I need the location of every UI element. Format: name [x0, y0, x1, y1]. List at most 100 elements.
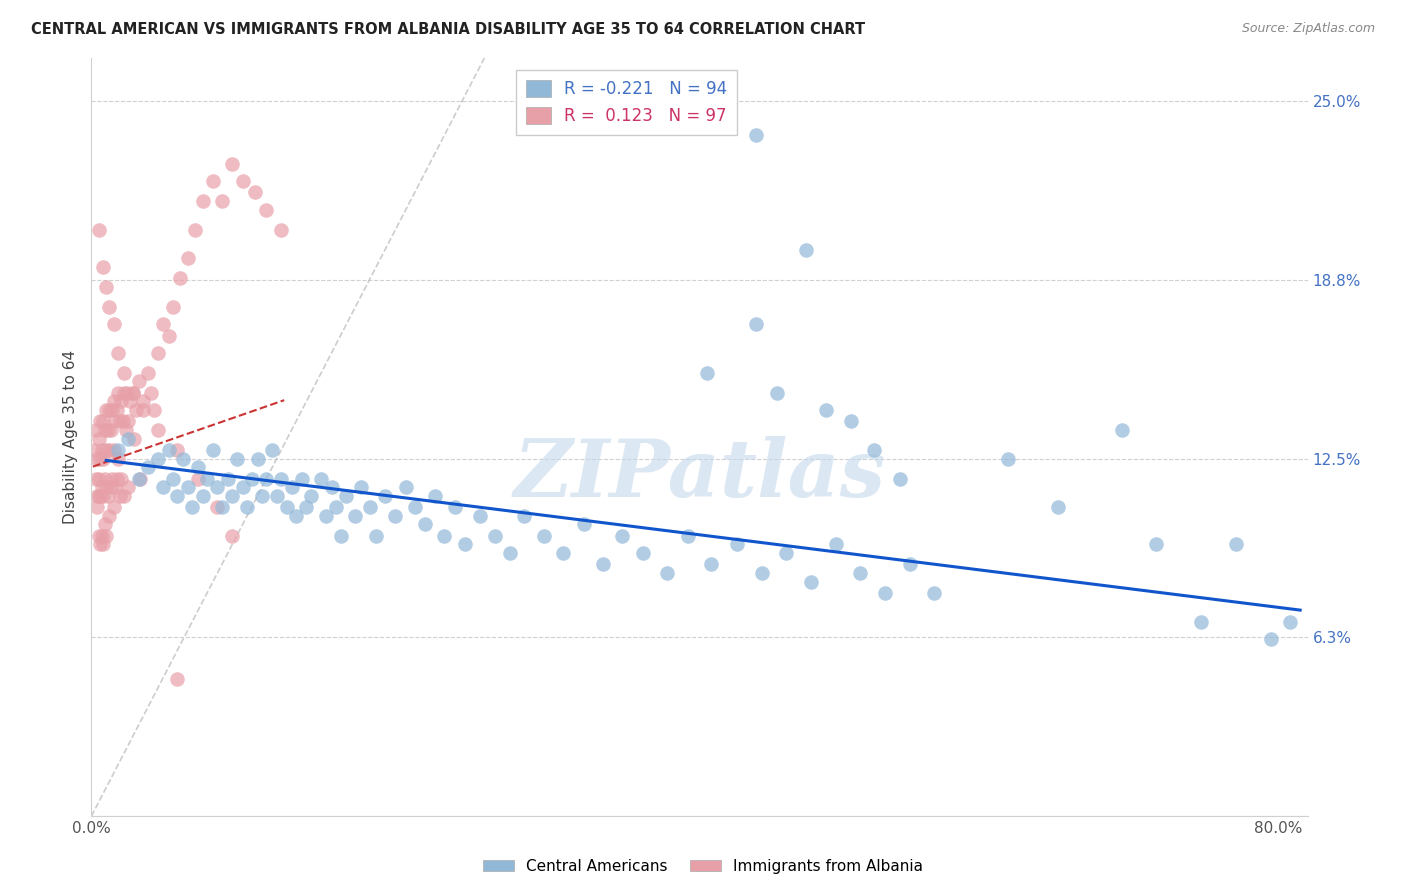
Point — [413, 517, 436, 532]
Point — [117, 414, 139, 428]
Point — [129, 472, 152, 486]
Point — [89, 414, 111, 428]
Point — [96, 280, 118, 294]
Point — [91, 537, 114, 551]
Point — [1111, 423, 1133, 437]
Point — [96, 403, 118, 417]
Point — [132, 403, 155, 417]
Point — [291, 472, 314, 486]
Point — [91, 414, 114, 428]
Point — [108, 489, 131, 503]
Point — [104, 414, 127, 428]
Point — [125, 403, 148, 417]
Point — [100, 480, 122, 494]
Point — [513, 508, 536, 523]
Text: Source: ZipAtlas.com: Source: ZipAtlas.com — [1241, 22, 1375, 36]
Point — [800, 574, 823, 589]
Point — [112, 489, 135, 503]
Point — [814, 403, 837, 417]
Point — [84, 472, 107, 486]
Point — [299, 489, 322, 503]
Point — [191, 489, 214, 503]
Point — [225, 451, 247, 466]
Point — [117, 480, 139, 494]
Point — [87, 489, 110, 503]
Point — [280, 480, 302, 494]
Point — [146, 423, 169, 437]
Point — [181, 500, 204, 515]
Point — [91, 489, 114, 503]
Point — [96, 442, 118, 457]
Point — [101, 403, 124, 417]
Point — [325, 500, 347, 515]
Legend: Central Americans, Immigrants from Albania: Central Americans, Immigrants from Alban… — [477, 853, 929, 880]
Point — [270, 472, 292, 486]
Point — [97, 489, 120, 503]
Point — [93, 517, 115, 532]
Point — [93, 472, 115, 486]
Point — [103, 394, 125, 409]
Point — [374, 489, 396, 503]
Point — [240, 472, 263, 486]
Point — [98, 403, 121, 417]
Point — [207, 480, 229, 494]
Text: CENTRAL AMERICAN VS IMMIGRANTS FROM ALBANIA DISABILITY AGE 35 TO 64 CORRELATION : CENTRAL AMERICAN VS IMMIGRANTS FROM ALBA… — [31, 22, 865, 37]
Point — [89, 537, 111, 551]
Point — [128, 472, 150, 486]
Point — [285, 508, 308, 523]
Point — [221, 489, 243, 503]
Point — [90, 480, 112, 494]
Point — [266, 489, 288, 503]
Point — [745, 317, 768, 331]
Point — [103, 500, 125, 515]
Point — [454, 537, 477, 551]
Point — [115, 385, 138, 400]
Point — [169, 271, 191, 285]
Point — [498, 546, 520, 560]
Point — [146, 451, 169, 466]
Point — [217, 472, 239, 486]
Point — [922, 586, 945, 600]
Point — [90, 442, 112, 457]
Point — [270, 222, 292, 236]
Point — [107, 385, 129, 400]
Point — [863, 442, 886, 457]
Point — [889, 472, 911, 486]
Point — [848, 566, 870, 580]
Point — [142, 403, 165, 417]
Point — [172, 451, 194, 466]
Point — [107, 345, 129, 359]
Point — [84, 423, 107, 437]
Point — [184, 222, 207, 236]
Point — [1189, 615, 1212, 629]
Point — [765, 385, 787, 400]
Point — [98, 508, 121, 523]
Y-axis label: Disability Age 35 to 64: Disability Age 35 to 64 — [63, 350, 79, 524]
Point — [395, 480, 418, 494]
Point — [384, 508, 406, 523]
Point — [105, 472, 128, 486]
Point — [655, 566, 678, 580]
Point — [105, 403, 128, 417]
Point — [1225, 537, 1247, 551]
Point — [166, 672, 188, 686]
Point — [91, 260, 114, 274]
Point — [533, 529, 555, 543]
Point — [262, 442, 284, 457]
Point — [295, 500, 318, 515]
Point — [350, 480, 373, 494]
Point — [311, 472, 333, 486]
Point — [321, 480, 343, 494]
Point — [612, 529, 634, 543]
Point — [696, 366, 718, 380]
Point — [91, 451, 114, 466]
Point — [101, 472, 124, 486]
Point — [775, 546, 797, 560]
Point — [110, 394, 132, 409]
Point — [1047, 500, 1070, 515]
Point — [221, 157, 243, 171]
Legend: R = -0.221   N = 94, R =  0.123   N = 97: R = -0.221 N = 94, R = 0.123 N = 97 — [516, 70, 737, 135]
Point — [839, 414, 862, 428]
Point — [335, 489, 357, 503]
Point — [997, 451, 1019, 466]
